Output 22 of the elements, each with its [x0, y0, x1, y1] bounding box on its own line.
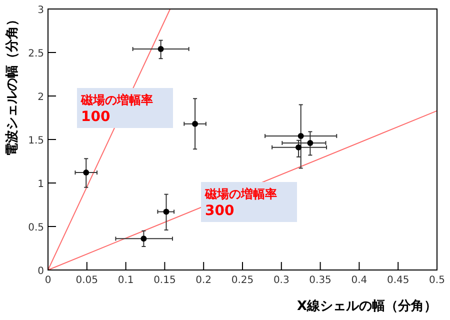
y-tick-label: 2: [38, 92, 44, 103]
y-tick-label: 0.5: [28, 222, 44, 234]
x-tick-label: 0.4: [351, 275, 368, 286]
annotation: 磁場の増幅率 300: [204, 187, 277, 219]
x-tick-label: 0: [44, 275, 52, 286]
x-tick-label: 0.35: [309, 275, 332, 286]
y-tick-label: 1: [38, 179, 44, 190]
y-tick-label: 2.5: [28, 48, 44, 60]
x-tick-label: 0.25: [231, 275, 254, 286]
x-tick-label: 0.15: [154, 275, 176, 286]
annotation: 磁場の増幅率 100: [80, 93, 153, 125]
x-tick-label: 0.2: [196, 275, 212, 286]
x-axis-title: X線シェルの幅（分角）: [296, 299, 437, 314]
x-tick-label: 0.1: [118, 275, 134, 286]
x-tick-label: 0.5: [429, 275, 445, 286]
x-tick-label: 0.05: [76, 275, 98, 286]
y-tick-label: 3: [38, 5, 44, 16]
y-axis-title: 電波シェルの幅（分角）: [5, 13, 20, 156]
y-tick-label: 1.5: [28, 136, 44, 146]
x-tick-label: 0.45: [386, 275, 410, 286]
y-tick-label: 0: [38, 266, 44, 277]
x-tick-label: 0.3: [273, 275, 290, 286]
